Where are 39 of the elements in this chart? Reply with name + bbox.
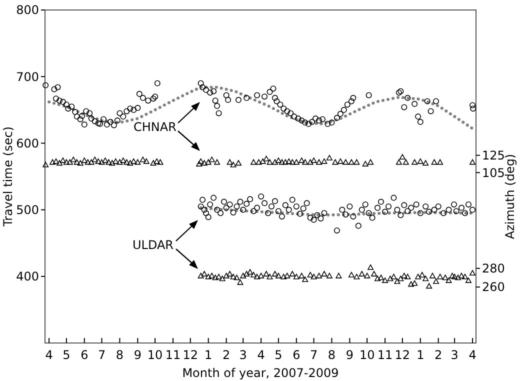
x-tick-label: 8 [116,348,124,362]
x-tick-label: 1 [204,348,212,362]
x-tick-label: 3 [450,348,458,362]
y2-axis-title: Azimuth (deg) [503,154,517,240]
x-tick-label: 12 [182,348,198,362]
y-tick-label: 500 [16,203,39,217]
annotation: ULDAR [132,238,174,252]
y-tick-label: 600 [16,136,39,150]
x-tick-label: 11 [377,348,393,362]
annotation: CHNAR [134,120,176,134]
x-tick-label: 6 [80,348,88,362]
x-tick-label: 10 [359,348,375,362]
y-tick-label: 400 [16,270,39,284]
x-tick-label: 10 [147,348,163,362]
x-tick-label: 6 [292,348,300,362]
x-tick-label: 11 [165,348,181,362]
x-tick-label: 1 [416,348,424,362]
x-axis-title: Month of year, 2007-2009 [182,366,339,380]
x-tick-label: 4 [257,348,265,362]
x-tick-label: 7 [98,348,106,362]
x-tick-label: 2 [222,348,230,362]
y2-tick-label: 105 [482,166,505,180]
x-tick-label: 3 [239,348,247,362]
y-axis-title: Travel time (sec) [1,126,15,228]
x-tick-label: 5 [62,348,70,362]
y-tick-label: 800 [16,3,39,18]
x-tick-label: 5 [274,348,282,362]
y3-tick-label: 260 [482,280,505,294]
x-tick-label: 4 [45,348,53,362]
x-tick-label: 8 [328,348,336,362]
y-tick-label: 700 [16,70,39,84]
x-tick-label: 9 [346,348,354,362]
x-tick-label: 4 [468,348,476,362]
y2-tick-label: 125 [482,148,505,163]
x-tick-label: 12 [394,348,410,362]
x-tick-label: 7 [310,348,318,362]
y3-tick-label: 280 [482,262,505,276]
x-tick-label: 9 [134,348,142,362]
x-tick-label: 2 [434,348,442,362]
